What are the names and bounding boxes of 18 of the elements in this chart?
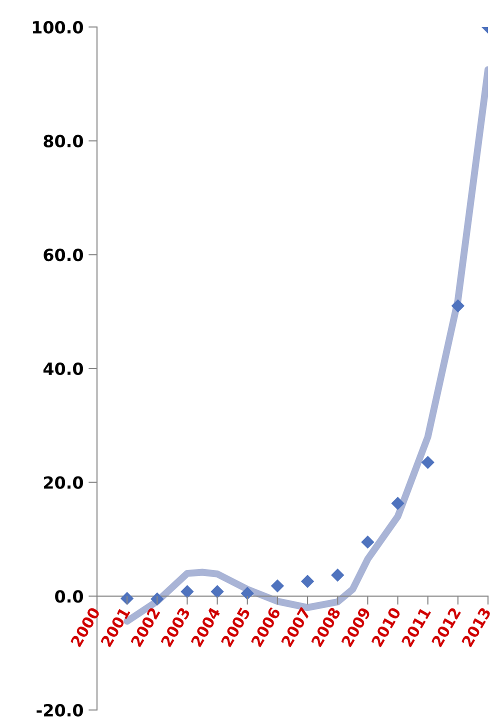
point: [300, 574, 314, 588]
y-tick-label: -20.0: [36, 704, 84, 717]
point: [180, 585, 194, 598]
point: [391, 496, 404, 510]
y-tick-label: 0.0: [55, 590, 84, 603]
y-tick-label: 20.0: [44, 476, 84, 489]
point: [421, 456, 434, 469]
y-tick-label: 100.0: [32, 20, 84, 34]
y-tick-label: 80.0: [44, 134, 84, 148]
point: [120, 592, 134, 606]
point: [270, 579, 284, 593]
y-tick-label: 60.0: [44, 248, 84, 262]
y-tick-label: 40.0: [43, 362, 84, 376]
point: [240, 586, 254, 600]
point: [361, 536, 374, 549]
point: [150, 592, 164, 606]
point: [210, 585, 224, 598]
point: [331, 568, 344, 582]
